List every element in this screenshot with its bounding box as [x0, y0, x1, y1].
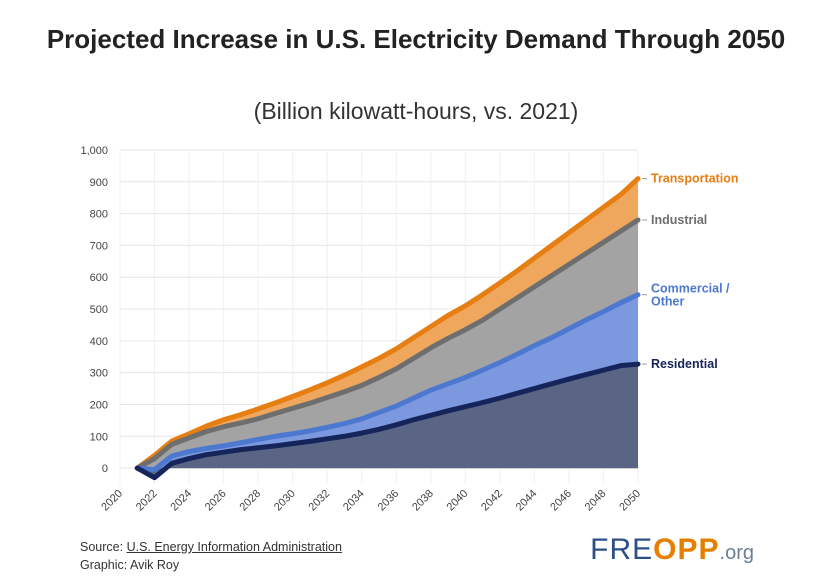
x-tick-label: 2024	[168, 488, 194, 514]
x-tick-label: 2048	[583, 488, 609, 514]
series-label-industrial: Industrial	[651, 213, 707, 227]
source-prefix: Source:	[80, 540, 127, 554]
y-tick-label: 500	[90, 304, 108, 316]
y-tick-label: 0	[102, 463, 108, 475]
series-label-part: Transportation	[651, 172, 739, 186]
series-label-part: Other	[651, 295, 684, 309]
y-tick-label: 200	[90, 399, 108, 411]
chart-subtitle: (Billion kilowatt-hours, vs. 2021)	[253, 98, 579, 124]
x-tick-label: 2032	[307, 488, 333, 514]
y-tick-label: 1,000	[80, 145, 108, 157]
y-tick-label: 900	[90, 177, 108, 189]
y-tick-label: 600	[90, 272, 108, 284]
logo-part1: FRE	[590, 533, 654, 566]
line-transportation	[134, 176, 641, 471]
source-link[interactable]: U.S. Energy Information Administration	[126, 540, 342, 554]
x-tick-label: 2038	[410, 488, 436, 514]
line-industrial	[134, 217, 641, 471]
x-tick-label: 2050	[617, 488, 643, 514]
y-tick-label: 100	[90, 431, 108, 443]
series-label-transportation: Transportation	[651, 172, 739, 186]
line-commercial-other	[134, 292, 641, 473]
x-tick-label: 2020	[99, 488, 125, 514]
x-tick-label: 2044	[514, 488, 540, 514]
logo-part3: .org	[719, 542, 754, 564]
series-label-commercial-other: Commercial / Other	[651, 282, 730, 309]
freopp-logo: FREOPP.org	[590, 533, 754, 567]
series-label-residential: Residential	[651, 357, 718, 371]
series-label-part: Commercial /	[651, 282, 730, 296]
y-tick-label: 700	[90, 240, 108, 252]
x-tick-label: 2026	[203, 488, 229, 514]
footer: Source: U.S. Energy Information Administ…	[80, 538, 342, 574]
series-label-part: Industrial	[651, 213, 707, 227]
y-tick-label: 400	[90, 336, 108, 348]
x-tick-label: 2042	[479, 488, 505, 514]
graphic-credit: Graphic: Avik Roy	[80, 558, 180, 572]
line-residential	[134, 361, 641, 481]
x-tick-label: 2036	[376, 488, 402, 514]
x-tick-label: 2040	[445, 488, 471, 514]
x-tick-label: 2022	[134, 488, 160, 514]
y-tick-label: 800	[90, 209, 108, 221]
source-line: Source: U.S. Energy Information Administ…	[80, 538, 342, 556]
chart-title: Projected Increase in U.S. Electricity D…	[46, 24, 786, 54]
y-tick-label: 300	[90, 368, 108, 380]
x-tick-label: 2046	[548, 488, 574, 514]
x-tick-label: 2030	[272, 488, 298, 514]
series-label-part: Residential	[651, 357, 718, 371]
x-tick-label: 2034	[341, 488, 367, 514]
x-tick-label: 2028	[237, 488, 263, 514]
logo-part2: OPP	[653, 533, 720, 566]
